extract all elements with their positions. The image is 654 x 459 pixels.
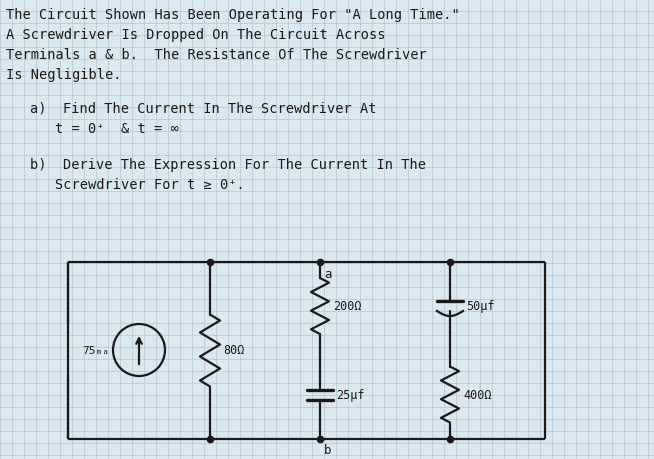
- Text: a: a: [324, 268, 332, 280]
- Text: 80Ω: 80Ω: [223, 344, 245, 357]
- Text: b)  Derive The Expression For The Current In The: b) Derive The Expression For The Current…: [30, 157, 426, 172]
- Text: 50μf: 50μf: [466, 300, 494, 313]
- Text: Is Negligible.: Is Negligible.: [6, 68, 122, 82]
- Text: 400Ω: 400Ω: [463, 388, 492, 401]
- Text: 75ₘₐ: 75ₘₐ: [82, 345, 109, 355]
- Text: 200Ω: 200Ω: [333, 300, 362, 313]
- Text: a)  Find The Current In The Screwdriver At: a) Find The Current In The Screwdriver A…: [30, 102, 377, 116]
- Text: 25μf: 25μf: [336, 388, 364, 401]
- Text: Terminals a & b.  The Resistance Of The Screwdriver: Terminals a & b. The Resistance Of The S…: [6, 48, 427, 62]
- Text: b: b: [324, 443, 332, 456]
- Text: t = 0⁺  & t = ∞: t = 0⁺ & t = ∞: [55, 122, 179, 136]
- Text: A Screwdriver Is Dropped On The Circuit Across: A Screwdriver Is Dropped On The Circuit …: [6, 28, 385, 42]
- Text: The Circuit Shown Has Been Operating For "A Long Time.": The Circuit Shown Has Been Operating For…: [6, 8, 460, 22]
- Text: Screwdriver For t ≥ 0⁺.: Screwdriver For t ≥ 0⁺.: [55, 178, 245, 191]
